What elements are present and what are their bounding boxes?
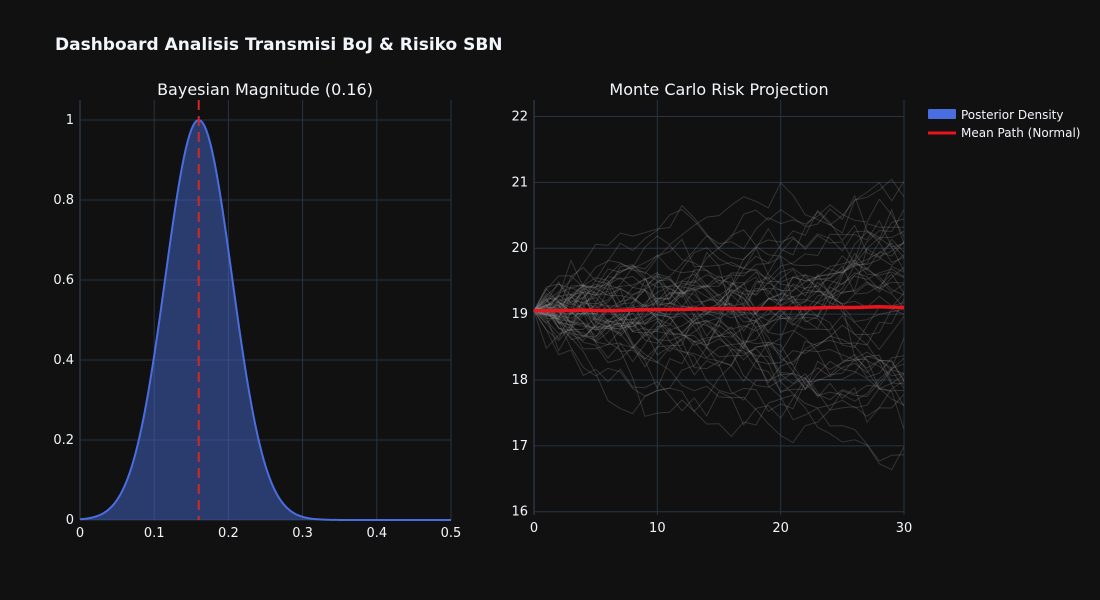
montecarlo-x-tick-label: 0 (530, 521, 538, 536)
density-x-tick-label: 0 (76, 526, 84, 541)
density-y-tick-label: 0.6 (53, 273, 74, 288)
montecarlo-x-tick-label: 30 (896, 521, 913, 536)
montecarlo-y-tick-label: 17 (511, 439, 528, 454)
density-subplot-title: Bayesian Magnitude (0.16) (157, 80, 373, 99)
density-x-tick-label: 0.3 (292, 526, 313, 541)
simulated-path (533, 309, 905, 402)
chart-title: Dashboard Analisis Transmisi BoJ & Risik… (55, 35, 503, 55)
simulated-path (533, 194, 905, 341)
simulated-path (533, 300, 905, 392)
simulated-path (533, 222, 905, 313)
simulated-path (533, 181, 905, 330)
simulated-path (533, 303, 905, 413)
simulated-path (533, 279, 905, 366)
simulated-path (533, 273, 905, 389)
density-y-tick-label: 1 (66, 113, 74, 128)
simulated-path (533, 304, 905, 418)
simulated-path (533, 178, 905, 312)
density-y-tick-label: 0 (66, 513, 74, 528)
montecarlo-x-tick-label: 20 (772, 521, 789, 536)
legend-label-mean-path: Mean Path (Normal) (961, 126, 1080, 140)
simulated-path (533, 218, 905, 340)
montecarlo-y-tick-label: 18 (511, 373, 528, 388)
simulated-path (533, 267, 905, 322)
simulated-path (533, 198, 905, 312)
montecarlo-x-tick-label: 10 (649, 521, 666, 536)
density-x-tick-label: 0.5 (441, 526, 462, 541)
simulated-path (533, 219, 905, 356)
simulated-path (533, 281, 905, 383)
simulated-path (533, 254, 905, 323)
density-x-tick-label: 0.4 (366, 526, 387, 541)
montecarlo-tick-labels: 0 10 20 30 16 17 18 19 20 21 22 (511, 109, 912, 536)
simulated-path (533, 282, 905, 424)
simulated-path (533, 244, 905, 409)
simulated-path (533, 310, 905, 406)
montecarlo-y-tick-label: 16 (511, 505, 528, 520)
simulated-path (533, 303, 905, 390)
montecarlo-subplot-title: Monte Carlo Risk Projection (609, 80, 828, 99)
simulated-path (533, 256, 905, 312)
mean-path-line (534, 305, 905, 313)
simulated-path (533, 209, 905, 338)
simulated-path (533, 247, 905, 336)
simulated-path (533, 275, 905, 365)
montecarlo-grid (533, 100, 905, 515)
simulated-path (533, 252, 905, 312)
density-plot (79, 100, 451, 521)
density-x-tick-label: 0.2 (218, 526, 239, 541)
simulated-path (533, 290, 905, 430)
density-panel: 0 0.1 0.2 0.3 0.4 0.5 0 0.2 0.4 0.6 0.8 1 Bayesian … (53, 80, 461, 541)
density-y-tick-label: 0.4 (53, 353, 74, 368)
simulated-path (533, 237, 905, 360)
montecarlo-y-tick-label: 22 (511, 109, 528, 124)
simulated-path (533, 241, 905, 367)
legend-item-mean-path[interactable]: Mean Path (Normal) (928, 126, 1080, 140)
density-y-tick-label: 0.2 (53, 433, 74, 448)
simulated-path (533, 296, 905, 388)
simulated-path (533, 255, 905, 350)
simulated-path (533, 234, 905, 318)
simulated-path (533, 273, 905, 353)
legend[interactable]: Posterior Density Mean Path (Normal) (928, 108, 1080, 140)
montecarlo-plot (533, 178, 905, 471)
simulated-path (533, 310, 905, 471)
simulated-path (533, 209, 905, 320)
simulated-path (533, 229, 905, 328)
simulated-path (533, 310, 905, 462)
simulated-path (533, 268, 905, 368)
simulated-path (533, 275, 905, 407)
montecarlo-y-tick-label: 21 (511, 175, 528, 190)
legend-item-posterior-density[interactable]: Posterior Density (928, 108, 1063, 122)
density-tick-labels: 0 0.1 0.2 0.3 0.4 0.5 0 0.2 0.4 0.6 0.8 1 (53, 113, 461, 541)
density-grid (79, 100, 452, 521)
legend-swatch-density (928, 109, 956, 119)
simulated-path (533, 283, 905, 413)
simulated-path (533, 303, 905, 426)
density-y-tick-label: 0.8 (53, 193, 74, 208)
montecarlo-panel: 0 10 20 30 16 17 18 19 20 21 22 Monte Carlo Risk P… (511, 80, 912, 536)
simulated-path (533, 266, 905, 378)
montecarlo-y-tick-label: 20 (511, 241, 528, 256)
simulated-path (533, 251, 905, 335)
simulated-path (533, 265, 905, 320)
simulated-path (533, 304, 905, 385)
simulated-path (533, 230, 905, 343)
simulated-path (533, 238, 905, 344)
posterior-density-line (79, 118, 451, 521)
density-x-tick-label: 0.1 (144, 526, 165, 541)
simulated-path (533, 208, 905, 323)
montecarlo-y-tick-label: 19 (511, 307, 528, 322)
simulated-path (533, 310, 905, 444)
legend-label-density: Posterior Density (961, 108, 1063, 122)
posterior-density-area (80, 120, 451, 520)
